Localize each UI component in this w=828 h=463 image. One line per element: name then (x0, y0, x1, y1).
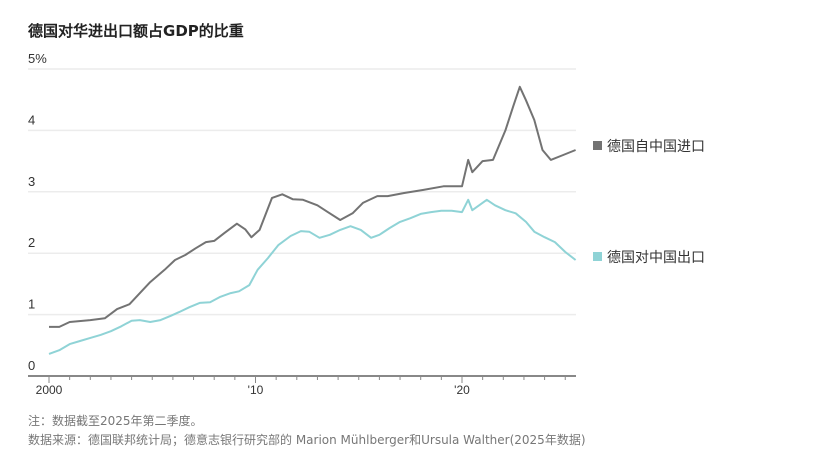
series-line-exports (48, 198, 577, 355)
x-tick-label: '20 (454, 383, 470, 397)
legend-label: 德国自中国进口 (607, 138, 705, 154)
footnote-note: 注：数据截至2025年第二季度。 (28, 414, 203, 428)
y-tick-label: 5% (28, 51, 47, 66)
x-tick-label: 2000 (36, 383, 63, 397)
legend-label: 德国对中国出口 (607, 249, 705, 265)
legend-swatch (593, 141, 602, 150)
y-tick-label: 2 (28, 235, 35, 250)
y-tick-label: 0 (28, 358, 35, 373)
y-tick-label: 4 (28, 112, 35, 127)
y-tick-label: 1 (28, 297, 35, 312)
series-line-imports (49, 85, 576, 328)
legend-swatch (593, 252, 602, 261)
y-tick-label: 3 (28, 174, 35, 189)
chart-title: 德国对华进出口额占GDP的比重 (28, 22, 244, 40)
footnote-source: 数据来源：德国联邦统计局；德意志银行研究部的 Marion Mühlberger… (28, 433, 586, 447)
x-tick-label: '10 (248, 383, 264, 397)
